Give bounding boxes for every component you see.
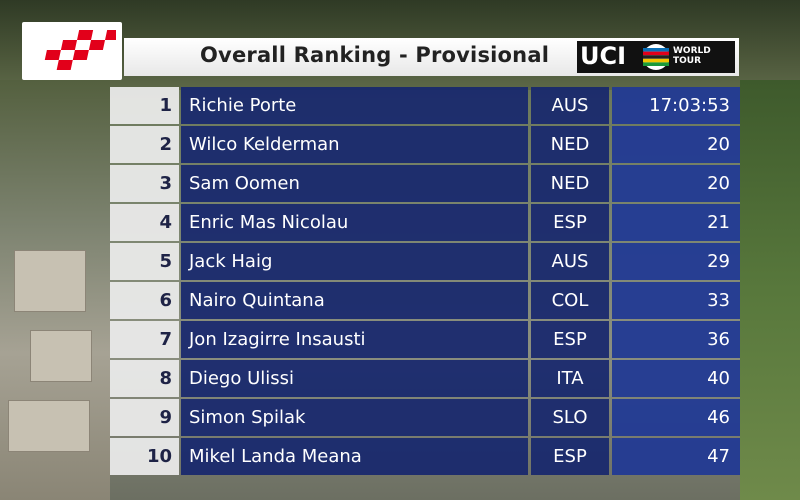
rider-rank: 8 xyxy=(110,360,179,397)
world-tour-line2: TOUR xyxy=(673,56,702,66)
rider-nation: ESP xyxy=(531,204,609,241)
background-town xyxy=(0,80,110,500)
rider-rank: 10 xyxy=(110,438,179,475)
background-forest xyxy=(740,80,800,500)
rider-name: Jon Izagirre Insausti xyxy=(181,321,528,358)
rider-name: Nairo Quintana xyxy=(181,282,528,319)
rider-name: Richie Porte xyxy=(181,87,528,124)
rider-rank: 2 xyxy=(110,126,179,163)
rider-rank: 5 xyxy=(110,243,179,280)
rider-rank: 6 xyxy=(110,282,179,319)
ranking-row: 4 Enric Mas Nicolau ESP 21 xyxy=(110,204,740,241)
rider-nation: AUS xyxy=(531,243,609,280)
rider-nation: ESP xyxy=(531,321,609,358)
rider-time: 46 xyxy=(612,399,740,436)
rider-nation: NED xyxy=(531,126,609,163)
rider-rank: 7 xyxy=(110,321,179,358)
rider-name: Diego Ulissi xyxy=(181,360,528,397)
rider-name: Enric Mas Nicolau xyxy=(181,204,528,241)
ranking-row: 5 Jack Haig AUS 29 xyxy=(110,243,740,280)
rider-rank: 3 xyxy=(110,165,179,202)
rider-nation: COL xyxy=(531,282,609,319)
ranking-table: 1 Richie Porte AUS 17:03:53 2 Wilco Kelderman… xyxy=(110,87,740,477)
red-squares-icon xyxy=(44,30,116,70)
rider-time: 20 xyxy=(612,165,740,202)
rider-time: 33 xyxy=(612,282,740,319)
ranking-row: 6 Nairo Quintana COL 33 xyxy=(110,282,740,319)
rider-time: 40 xyxy=(612,360,740,397)
rider-time: 36 xyxy=(612,321,740,358)
rider-nation: SLO xyxy=(531,399,609,436)
rider-time: 17:03:53 xyxy=(612,87,740,124)
background-building xyxy=(14,250,86,312)
ranking-row: 9 Simon Spilak SLO 46 xyxy=(110,399,740,436)
rider-rank: 1 xyxy=(110,87,179,124)
ranking-title: Overall Ranking - Provisional xyxy=(200,43,550,67)
header-bar: Overall Ranking - Provisional UCI WORLD … xyxy=(124,38,739,76)
rider-rank: 4 xyxy=(110,204,179,241)
rider-nation: ITA xyxy=(531,360,609,397)
rider-name: Jack Haig xyxy=(181,243,528,280)
uci-rainbow-icon xyxy=(643,44,669,70)
uci-logo-text: UCI xyxy=(580,42,627,70)
broadcaster-logo xyxy=(22,22,122,80)
ranking-row: 8 Diego Ulissi ITA 40 xyxy=(110,360,740,397)
ranking-row: 10 Mikel Landa Meana ESP 47 xyxy=(110,438,740,475)
background-building xyxy=(8,400,90,452)
rider-rank: 9 xyxy=(110,399,179,436)
ranking-row: 7 Jon Izagirre Insausti ESP 36 xyxy=(110,321,740,358)
world-tour-line1: WORLD xyxy=(673,46,711,56)
rider-time: 21 xyxy=(612,204,740,241)
ranking-row: 3 Sam Oomen NED 20 xyxy=(110,165,740,202)
uci-world-tour-logo: UCI WORLD TOUR xyxy=(577,41,735,73)
rider-name: Simon Spilak xyxy=(181,399,528,436)
rider-time: 29 xyxy=(612,243,740,280)
rider-name: Wilco Kelderman xyxy=(181,126,528,163)
rider-time: 47 xyxy=(612,438,740,475)
rider-nation: AUS xyxy=(531,87,609,124)
rider-nation: NED xyxy=(531,165,609,202)
world-tour-label: WORLD TOUR xyxy=(673,46,731,66)
rider-name: Sam Oomen xyxy=(181,165,528,202)
rider-name: Mikel Landa Meana xyxy=(181,438,528,475)
ranking-row: 1 Richie Porte AUS 17:03:53 xyxy=(110,87,740,124)
background-building xyxy=(30,330,92,382)
ranking-row: 2 Wilco Kelderman NED 20 xyxy=(110,126,740,163)
rider-time: 20 xyxy=(612,126,740,163)
rider-nation: ESP xyxy=(531,438,609,475)
